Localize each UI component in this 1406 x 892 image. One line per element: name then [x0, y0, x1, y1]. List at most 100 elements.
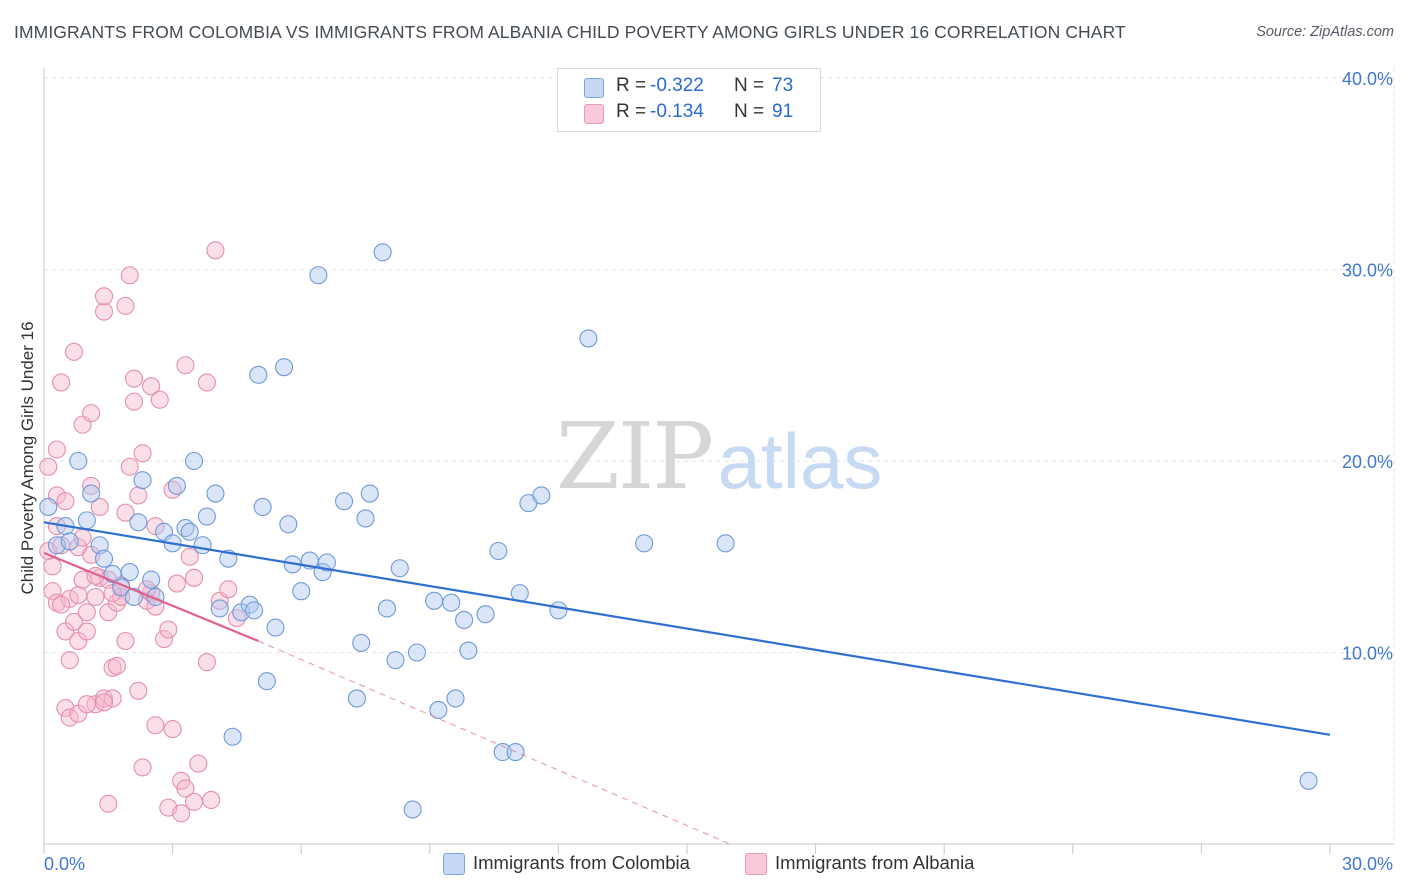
colombia-point	[347, 689, 366, 708]
albania-point	[77, 695, 96, 714]
albania-point	[107, 656, 126, 675]
albania-point	[184, 792, 204, 811]
colombia-point	[82, 484, 101, 503]
albania-point	[69, 585, 88, 605]
albania-point	[52, 373, 71, 392]
colombia-point	[377, 599, 396, 618]
colombia-swatch	[584, 78, 604, 98]
colombia-point	[180, 522, 199, 541]
albania-point	[90, 497, 109, 517]
albania-point	[129, 486, 148, 505]
albania-point	[133, 758, 152, 777]
colombia-point	[39, 497, 58, 517]
colombia-trend-line	[43, 521, 1331, 736]
y-tick-label: 10.0%	[1342, 644, 1393, 664]
x-tick-label: 30.0%	[1342, 854, 1393, 874]
colombia-point	[335, 492, 354, 511]
watermark: ZIP atlas	[556, 403, 882, 510]
albania-point	[189, 754, 208, 773]
albania-point	[129, 681, 148, 700]
colombia-point	[390, 559, 409, 578]
legend-r-label: R =	[616, 75, 647, 96]
legend-n-value: 91	[772, 101, 794, 122]
albania-point	[64, 342, 84, 361]
colombia-point	[635, 534, 654, 553]
colombia-point	[532, 486, 551, 505]
albania-point	[206, 241, 225, 260]
colombia-point	[352, 633, 371, 652]
colombia-point	[429, 700, 448, 720]
albania-swatch	[745, 853, 767, 875]
albania-point	[176, 779, 195, 798]
colombia-point	[476, 605, 495, 624]
albania-point	[163, 720, 182, 739]
legend-n-label: N =	[734, 101, 765, 122]
colombia-point	[249, 365, 268, 384]
albania-point	[94, 302, 114, 321]
colombia-point	[549, 601, 568, 620]
legend-label-albania: Immigrants from Albania	[775, 852, 975, 873]
colombia-point	[142, 570, 161, 589]
albania-point	[120, 457, 139, 476]
albania-point	[77, 603, 96, 622]
albania-point	[116, 631, 135, 651]
colombia-point	[309, 266, 328, 285]
colombia-point	[193, 536, 212, 555]
colombia-point	[275, 358, 294, 377]
albania-point	[56, 492, 75, 511]
albania-point	[202, 790, 221, 810]
colombia-point	[167, 476, 186, 495]
albania-point	[197, 653, 216, 672]
colombia-point	[579, 329, 598, 348]
albania-swatch	[584, 104, 604, 124]
albania-point	[99, 794, 118, 813]
albania-point	[219, 580, 238, 599]
albania-point	[197, 373, 216, 392]
albania-trend-extension	[258, 640, 731, 845]
legend-r-value: -0.134	[650, 101, 704, 122]
colombia-point	[386, 651, 405, 670]
chart-title: IMMIGRANTS FROM COLOMBIA VS IMMIGRANTS F…	[14, 22, 1126, 42]
albania-point	[154, 630, 174, 649]
albania-point	[124, 369, 144, 388]
colombia-point	[120, 563, 139, 582]
colombia-point	[77, 511, 96, 530]
colombia-points	[39, 243, 1318, 819]
colombia-point	[373, 243, 392, 262]
albania-point	[82, 404, 101, 423]
legend-label-colombia: Immigrants from Colombia	[473, 852, 690, 873]
albania-point	[52, 595, 71, 614]
albania-point	[43, 557, 62, 576]
colombia-point	[94, 549, 114, 568]
colombia-point	[266, 618, 285, 637]
colombia-point	[210, 599, 229, 618]
source-label: Source: ZipAtlas.com	[1256, 24, 1394, 40]
colombia-point	[292, 582, 311, 601]
albania-point	[103, 689, 122, 708]
albania-point	[86, 587, 105, 607]
colombia-point	[489, 541, 508, 561]
colombia-point	[257, 672, 276, 691]
legend-r-label: R =	[616, 101, 647, 122]
albania-point	[180, 547, 199, 566]
colombia-point	[459, 641, 478, 660]
albania-point	[176, 356, 195, 375]
colombia-point	[244, 601, 264, 620]
albania-point	[64, 612, 84, 631]
colombia-point	[253, 497, 272, 517]
albania-point	[120, 266, 139, 285]
y-tick-label: 20.0%	[1342, 452, 1393, 472]
x-tick-label: 0.0%	[44, 854, 85, 874]
colombia-point	[223, 727, 242, 746]
watermark-zip: ZIP	[556, 403, 712, 510]
colombia-point	[60, 532, 79, 551]
colombia-point	[403, 800, 422, 819]
colombia-point	[129, 513, 148, 532]
y-axis-label: Child Poverty Among Girls Under 16	[18, 321, 37, 595]
y-tick-label: 40.0%	[1342, 69, 1393, 89]
tick-labels: 10.0% 20.0% 30.0% 40.0% 0.0% 30.0%	[44, 69, 1393, 874]
colombia-point	[356, 509, 375, 528]
legend-r-value: -0.322	[650, 75, 704, 96]
albania-point	[77, 622, 96, 641]
albania-point	[60, 708, 79, 727]
